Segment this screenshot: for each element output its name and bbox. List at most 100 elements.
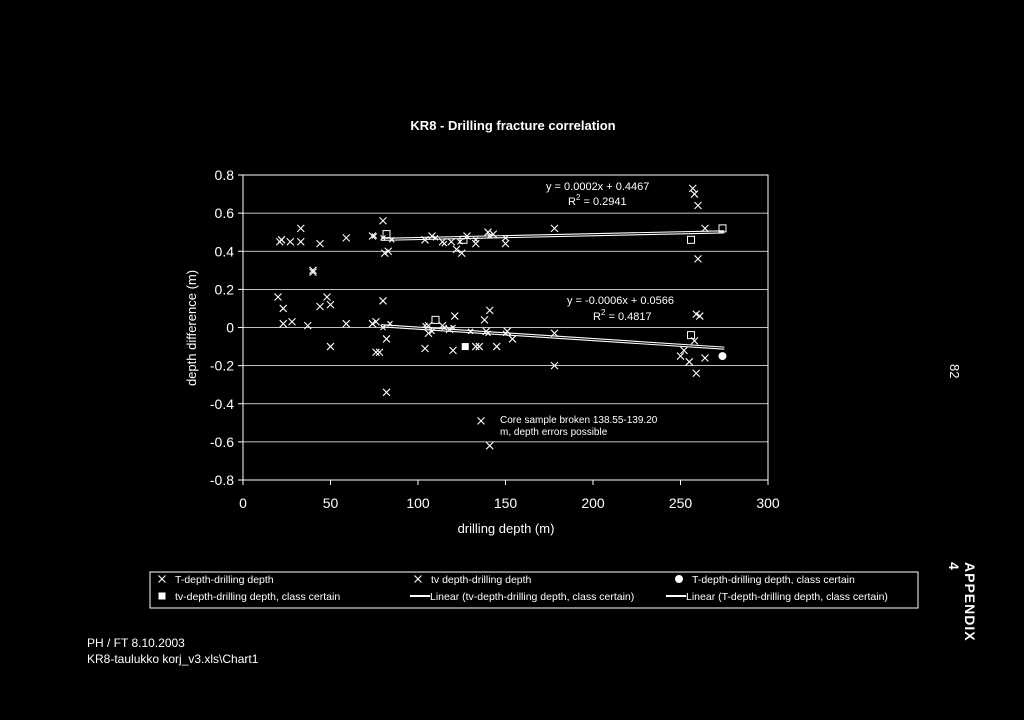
data-points bbox=[274, 184, 727, 450]
x-tick-label: 300 bbox=[756, 495, 780, 511]
marker-stroke bbox=[277, 235, 286, 244]
data-point bbox=[485, 441, 494, 450]
marker-stroke bbox=[441, 240, 448, 247]
data-point bbox=[368, 232, 377, 240]
marker-stroke bbox=[422, 322, 428, 329]
trend-line-inner bbox=[381, 325, 725, 349]
data-point bbox=[692, 369, 701, 378]
data-point bbox=[441, 324, 448, 331]
eq-bottom-sup: 2 bbox=[601, 308, 606, 317]
marker-stroke bbox=[424, 321, 433, 330]
legend-box bbox=[149, 571, 919, 609]
data-point bbox=[676, 352, 685, 360]
data-point bbox=[279, 304, 288, 313]
data-point bbox=[485, 306, 494, 315]
marker-stroke bbox=[371, 233, 378, 239]
data-point bbox=[303, 321, 312, 330]
footer-line1: PH / FT 8.10.2003 bbox=[87, 636, 185, 650]
marker-stroke bbox=[694, 254, 702, 263]
marker-stroke bbox=[472, 236, 479, 243]
marker-stroke bbox=[432, 235, 439, 241]
note-line2: m, depth errors possible bbox=[500, 427, 608, 438]
data-point bbox=[492, 342, 501, 351]
grid-lines bbox=[243, 212, 768, 443]
x-tick-label: 50 bbox=[323, 495, 339, 511]
data-point bbox=[323, 293, 331, 301]
marker-stroke bbox=[296, 224, 305, 233]
data-point bbox=[502, 235, 509, 241]
legend-label: T-depth-drilling depth bbox=[175, 574, 274, 586]
marker-stroke bbox=[480, 315, 489, 324]
x-tick-label: 150 bbox=[494, 495, 518, 511]
marker-stroke bbox=[701, 354, 709, 362]
legend-label: Linear (tv-depth-drilling depth, class c… bbox=[430, 591, 634, 603]
data-point bbox=[447, 237, 456, 246]
data-point bbox=[502, 330, 509, 337]
data-point bbox=[380, 324, 386, 331]
data-point bbox=[484, 228, 492, 237]
data-point bbox=[429, 328, 435, 335]
data-point bbox=[379, 296, 387, 305]
marker-stroke bbox=[550, 329, 559, 338]
data-point bbox=[449, 346, 457, 355]
data-point bbox=[372, 317, 380, 326]
marker-stroke bbox=[296, 237, 305, 246]
marker-stroke bbox=[550, 361, 559, 370]
marker-stroke bbox=[450, 324, 456, 331]
data-point bbox=[718, 352, 727, 361]
marker-stroke bbox=[676, 352, 685, 360]
data-point bbox=[694, 201, 702, 210]
marker-stroke bbox=[158, 575, 166, 583]
data-point bbox=[382, 388, 391, 397]
data-point bbox=[477, 417, 485, 425]
marker-stroke bbox=[326, 342, 335, 351]
data-point bbox=[326, 342, 335, 351]
y-tick-label: 0.2 bbox=[215, 281, 235, 297]
trend-lines bbox=[381, 230, 725, 350]
y-tick-label: -0.6 bbox=[210, 434, 234, 450]
data-point bbox=[379, 216, 387, 225]
marker-stroke bbox=[342, 319, 351, 328]
data-point bbox=[286, 237, 295, 246]
data-point bbox=[342, 234, 351, 242]
legend-label: tv depth-drilling depth bbox=[431, 574, 532, 586]
marker-stroke bbox=[475, 342, 484, 351]
data-point bbox=[371, 233, 378, 239]
marker-stroke bbox=[690, 190, 699, 198]
marker-stroke bbox=[471, 239, 480, 248]
marker-stroke bbox=[303, 321, 312, 330]
marker-stroke bbox=[309, 268, 317, 277]
x-axis: 0 50 100 150 200 250 300 bbox=[239, 480, 780, 511]
marker-stroke bbox=[692, 310, 701, 319]
data-point bbox=[694, 254, 702, 263]
footer: PH / FT 8.10.2003 KR8-taulukko korj_v3.x… bbox=[87, 635, 258, 667]
marker-stroke bbox=[685, 357, 694, 366]
marker-stroke bbox=[379, 296, 387, 305]
marker-stroke bbox=[680, 346, 688, 355]
data-point bbox=[459, 235, 468, 244]
marker-stroke bbox=[342, 234, 351, 242]
data-point bbox=[372, 348, 380, 357]
marker-stroke bbox=[372, 317, 380, 326]
legend: T-depth-drilling depth tv depth-drilling … bbox=[158, 574, 888, 603]
marker-stroke bbox=[501, 239, 510, 248]
page-number: 82 bbox=[947, 364, 962, 379]
data-point bbox=[550, 361, 559, 370]
marker-stroke bbox=[694, 201, 702, 210]
marker-stroke bbox=[692, 369, 701, 378]
marker-stroke bbox=[316, 239, 324, 248]
marker-stroke bbox=[550, 224, 559, 233]
data-point bbox=[471, 239, 480, 248]
marker-stroke bbox=[701, 224, 709, 233]
x-tick-label: 100 bbox=[406, 495, 430, 511]
marker-stroke bbox=[441, 324, 448, 331]
data-point bbox=[421, 344, 429, 353]
eq-top-r: R bbox=[568, 196, 576, 208]
marker-stroke bbox=[421, 235, 429, 244]
marker-stroke bbox=[326, 300, 335, 309]
y-tick-label: 0.8 bbox=[215, 167, 235, 183]
data-point bbox=[309, 268, 317, 277]
marker-stroke bbox=[450, 312, 459, 320]
eq-bottom-line1: y = -0.0006x + 0.0566 bbox=[567, 295, 674, 307]
